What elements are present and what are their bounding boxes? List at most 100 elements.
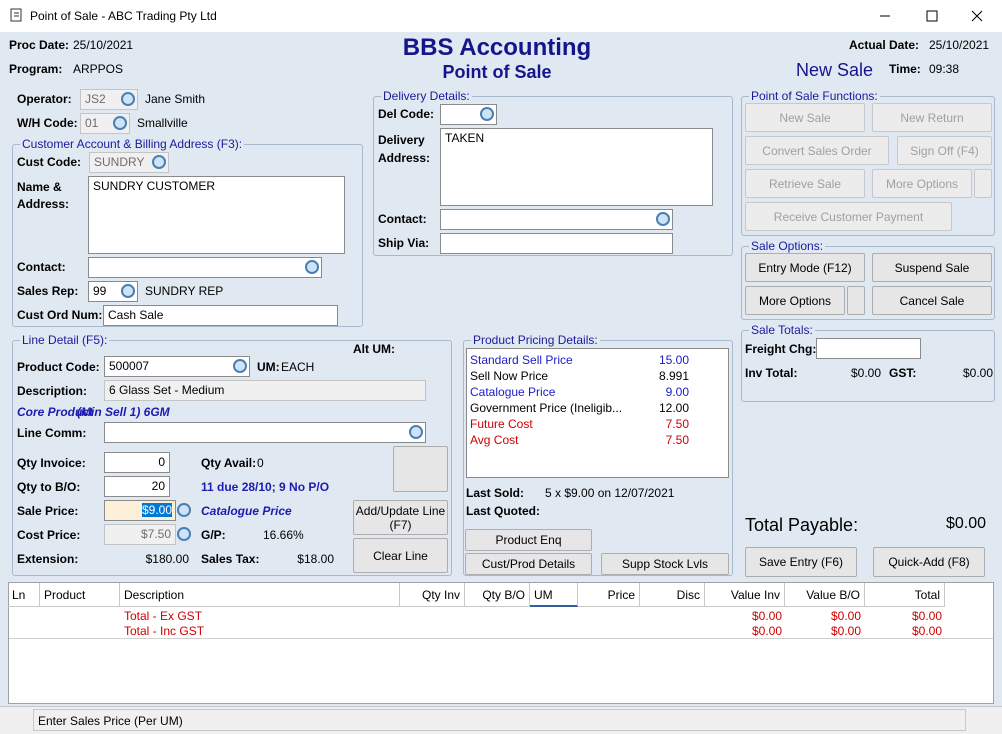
lookup-icon[interactable] bbox=[656, 212, 670, 226]
label: ARPPOS bbox=[73, 62, 124, 76]
input-field[interactable]: 6 Glass Set - Medium bbox=[104, 380, 426, 401]
label: GST: bbox=[889, 366, 917, 380]
grid-cell: $0.00 bbox=[751, 609, 782, 623]
grid-cell: Total - Ex GST bbox=[124, 609, 203, 623]
column-header[interactable]: Value Inv bbox=[705, 583, 785, 607]
lookup-icon[interactable] bbox=[121, 284, 135, 298]
button[interactable]: Entry Mode (F12) bbox=[745, 253, 865, 282]
button[interactable]: More Options bbox=[872, 169, 972, 198]
input-field[interactable] bbox=[104, 422, 426, 443]
status-bar bbox=[0, 706, 1002, 734]
lookup-icon[interactable] bbox=[177, 503, 191, 517]
button[interactable] bbox=[393, 446, 448, 492]
input-field[interactable] bbox=[88, 257, 322, 278]
status-message: Enter Sales Price (Per UM) bbox=[38, 714, 183, 728]
lookup-icon[interactable] bbox=[121, 92, 135, 106]
label: Smallville bbox=[137, 116, 188, 130]
value: $0.00 bbox=[850, 366, 881, 380]
value: $18.00 bbox=[297, 552, 334, 566]
label: Proc Date: bbox=[9, 38, 70, 52]
input-field[interactable] bbox=[816, 338, 921, 359]
sale-mode: New Sale bbox=[796, 60, 874, 80]
label: Sale Price: bbox=[17, 504, 79, 518]
column-header[interactable]: Product bbox=[40, 583, 120, 607]
price-label: Government Price (Ineligib... bbox=[470, 401, 623, 415]
button[interactable]: Add/Update Line (F7) bbox=[353, 500, 448, 535]
button[interactable]: Supp Stock Lvls bbox=[601, 553, 729, 575]
lookup-icon[interactable] bbox=[305, 260, 319, 274]
grid bbox=[8, 582, 994, 704]
button[interactable]: Cancel Sale bbox=[872, 286, 992, 315]
button[interactable]: Sign Off (F4) bbox=[897, 136, 992, 165]
lookup-icon[interactable] bbox=[233, 359, 247, 373]
label: Inv Total: bbox=[745, 366, 798, 380]
company-title: BBS Accounting bbox=[402, 34, 592, 61]
status-panel bbox=[33, 709, 966, 731]
button[interactable]: New Return bbox=[872, 103, 992, 132]
input-field[interactable] bbox=[440, 209, 673, 230]
value: $0.00 bbox=[945, 515, 986, 532]
column-header[interactable]: Value B/O bbox=[785, 583, 865, 607]
lookup-icon[interactable] bbox=[480, 107, 494, 121]
column-header[interactable]: Qty Inv bbox=[400, 583, 465, 607]
input-field[interactable]: SUNDRY bbox=[89, 152, 169, 173]
label: Qty Invoice: bbox=[17, 456, 86, 470]
price-value: 8.991 bbox=[658, 369, 689, 383]
text-area[interactable]: TAKEN bbox=[440, 128, 713, 206]
label: Operator: bbox=[17, 92, 72, 106]
input-field[interactable]: Cash Sale bbox=[103, 305, 338, 326]
button[interactable]: Receive Customer Payment bbox=[745, 202, 952, 231]
selected-value: $9.00 bbox=[142, 503, 173, 517]
input-field[interactable] bbox=[440, 233, 673, 254]
column-header[interactable]: UM bbox=[530, 583, 578, 607]
window-controls[interactable] bbox=[870, 6, 990, 26]
label: Description: bbox=[17, 384, 88, 398]
button[interactable]: Product Enq bbox=[465, 529, 592, 551]
column-header[interactable]: Price bbox=[578, 583, 640, 607]
price-label: Catalogue Price bbox=[470, 385, 556, 399]
input-field[interactable]: 0 bbox=[104, 452, 170, 473]
input-field[interactable]: 500007 bbox=[104, 356, 250, 377]
lookup-icon[interactable] bbox=[409, 425, 423, 439]
group-box bbox=[741, 246, 995, 320]
text-area[interactable]: SUNDRY CUSTOMER bbox=[88, 176, 345, 254]
button[interactable]: Save Entry (F6) bbox=[745, 547, 857, 577]
button[interactable]: Quick-Add (F8) bbox=[873, 547, 985, 577]
button[interactable]: More Options bbox=[745, 286, 845, 315]
price-value: 7.50 bbox=[665, 433, 689, 447]
input-field[interactable]: 20 bbox=[104, 476, 170, 497]
label: Last Quoted: bbox=[466, 504, 540, 518]
grid-cell: $0.00 bbox=[830, 624, 861, 638]
label: 09:38 bbox=[929, 62, 960, 76]
button[interactable]: New Sale bbox=[745, 103, 865, 132]
label: (Min Sell 1) 6GM bbox=[77, 405, 170, 419]
lookup-icon[interactable] bbox=[177, 527, 191, 541]
label: Actual Date: bbox=[849, 38, 920, 52]
column-header[interactable]: Description bbox=[120, 583, 400, 607]
label: Line Comm: bbox=[17, 426, 87, 440]
lookup-icon[interactable] bbox=[113, 116, 127, 130]
button[interactable] bbox=[974, 169, 992, 198]
button[interactable] bbox=[847, 286, 865, 315]
price-label: Sell Now Price bbox=[470, 369, 549, 383]
button[interactable]: Clear Line bbox=[353, 538, 448, 573]
label: 0 bbox=[257, 456, 264, 470]
lookup-icon[interactable] bbox=[152, 155, 166, 169]
label: Total Payable: bbox=[745, 515, 859, 535]
label: Cust Ord Num: bbox=[17, 308, 103, 322]
button[interactable]: Retrieve Sale bbox=[745, 169, 865, 198]
column-header[interactable]: Qty B/O bbox=[465, 583, 530, 607]
column-header[interactable]: Total bbox=[865, 583, 945, 607]
column-header[interactable]: Disc bbox=[640, 583, 705, 607]
button[interactable]: Suspend Sale bbox=[872, 253, 992, 282]
group-title: Delivery Details: bbox=[381, 89, 472, 103]
column-header[interactable]: Ln bbox=[8, 583, 40, 607]
label: Extension: bbox=[17, 552, 79, 566]
group-title: Point of Sale Functions: bbox=[749, 89, 880, 103]
button[interactable]: Cust/Prod Details bbox=[465, 553, 592, 575]
button[interactable]: Convert Sales Order bbox=[745, 136, 889, 165]
label: Ship Via: bbox=[378, 236, 430, 250]
label: Product Code: bbox=[17, 360, 100, 374]
input-field[interactable]: $7.50 bbox=[104, 524, 176, 545]
group-title: Product Pricing Details: bbox=[471, 333, 600, 347]
